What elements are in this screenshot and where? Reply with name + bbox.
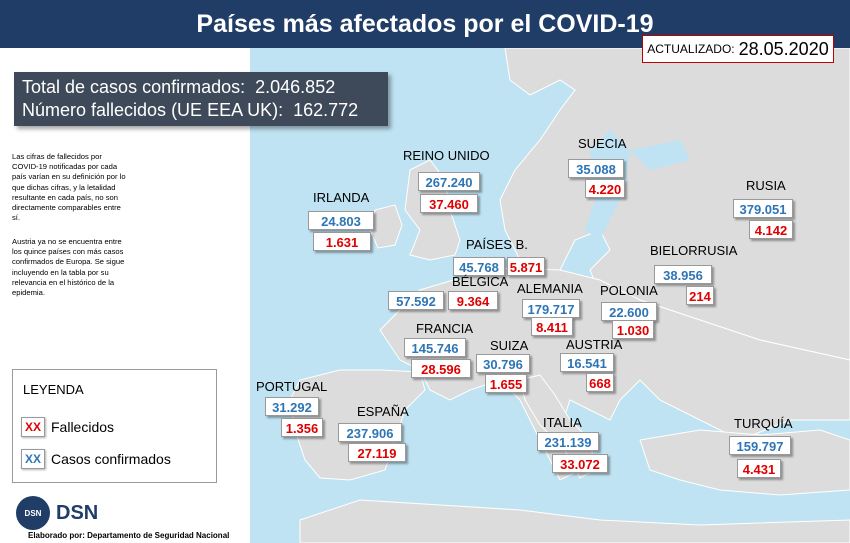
confirmed-polonia: 22.600 [601,302,657,321]
note-deaths-definition: Las cifras de fallecidos por COVID-19 no… [12,152,126,223]
confirmed-espana: 237.906 [338,423,402,442]
confirmed-francia: 145.746 [404,338,466,357]
note-austria: Austria ya no se encuentra entre los qui… [12,237,125,298]
country-name-suecia: SUECIA [578,136,627,151]
country-name-francia: FRANCIA [416,321,474,336]
country-name-irlanda: IRLANDA [313,190,370,205]
legend-row-confirmed: XX Casos confirmados [21,449,171,469]
confirmed-portugal: 31.292 [265,397,319,416]
legend-deaths-label: Fallecidos [51,419,115,435]
deaths-bielorrusia: 214 [686,286,714,305]
country-name-portugal: PORTUGAL [256,379,328,394]
country-name-paises-bajos: PAÍSES B. [466,237,528,252]
confirmed-italia: 231.139 [537,432,599,451]
deaths-espana: 27.119 [348,443,406,462]
credit-line: Elaborado por: Departamento de Seguridad… [28,531,230,540]
total-cases-row: Total de casos confirmados: 2.046.852 [22,76,380,99]
deaths-paises-bajos: 5.871 [507,257,545,276]
legend-row-deaths: XX Fallecidos [21,417,114,437]
confirmed-belgica: 57.592 [388,291,444,310]
deaths-francia: 28.596 [411,359,471,378]
deaths-polonia: 1.030 [612,320,654,339]
deaths-italia: 33.072 [552,454,608,473]
confirmed-alemania: 179.717 [522,299,580,318]
updated-label: ACTUALIZADO: [647,42,735,56]
deaths-reino-unido: 37.460 [420,194,478,213]
deaths-suiza: 1.655 [485,374,527,393]
confirmed-austria: 16.541 [560,353,614,372]
country-name-espana: ESPAÑA [357,404,409,419]
legend-title: LEYENDA [23,382,84,397]
confirmed-suecia: 35.088 [568,159,624,178]
country-name-rusia: RUSIA [746,178,786,193]
legend: LEYENDA XX Fallecidos XX Casos confirmad… [12,369,217,483]
land-africa [299,499,850,543]
legend-confirmed-swatch: XX [21,449,45,469]
deaths-turquia: 4.431 [737,459,781,478]
land-ireland [369,204,403,249]
country-name-alemania: ALEMANIA [517,281,583,296]
logo-text: DSN [56,501,99,524]
total-deaths-row: Número fallecidos (UE EEA UK): 162.772 [22,99,380,122]
country-name-austria: AUSTRIA [566,337,623,352]
country-name-italia: ITALIA [543,415,582,430]
total-deaths-label: Número fallecidos (UE EEA UK): [22,100,284,120]
confirmed-rusia: 379.051 [733,199,793,218]
dsn-logo: DSN DSN [16,496,98,530]
deaths-alemania: 8.411 [531,317,573,336]
confirmed-suiza: 30.796 [476,354,530,373]
deaths-suecia: 4.220 [585,179,625,198]
deaths-irlanda: 1.631 [313,232,371,251]
deaths-austria: 668 [586,373,614,392]
confirmed-irlanda: 24.803 [308,211,374,230]
confirmed-reino-unido: 267.240 [418,172,480,191]
legend-deaths-swatch: XX [21,417,45,437]
total-cases-label: Total de casos confirmados: [22,77,246,97]
confirmed-turquia: 159.797 [729,436,791,455]
land-continent [379,267,850,481]
updated-badge: ACTUALIZADO: 28.05.2020 [642,35,834,63]
seal-icon: DSN [16,496,50,530]
deaths-portugal: 1.356 [281,418,323,437]
country-name-bielorrusia: BIELORRUSIA [650,243,738,258]
total-deaths-value: 162.772 [293,100,359,120]
deaths-belgica: 9.364 [448,291,498,310]
country-name-suiza: SUIZA [490,338,529,353]
country-name-belgica: BÉLGICA [452,274,509,289]
page-title: Países más afectados por el COVID-19 [0,0,850,48]
country-name-reino-unido: REINO UNIDO [403,148,490,163]
deaths-rusia: 4.142 [749,220,793,239]
confirmed-bielorrusia: 38.956 [654,265,712,284]
updated-date: 28.05.2020 [738,38,829,59]
totals-panel: Total de casos confirmados: 2.046.852 Nú… [14,72,388,126]
total-cases-value: 2.046.852 [255,77,336,97]
country-name-polonia: POLONIA [600,283,658,298]
country-name-turquia: TURQUÍA [734,416,793,431]
confirmed-paises-bajos: 45.768 [453,257,505,276]
legend-confirmed-label: Casos confirmados [51,451,171,467]
